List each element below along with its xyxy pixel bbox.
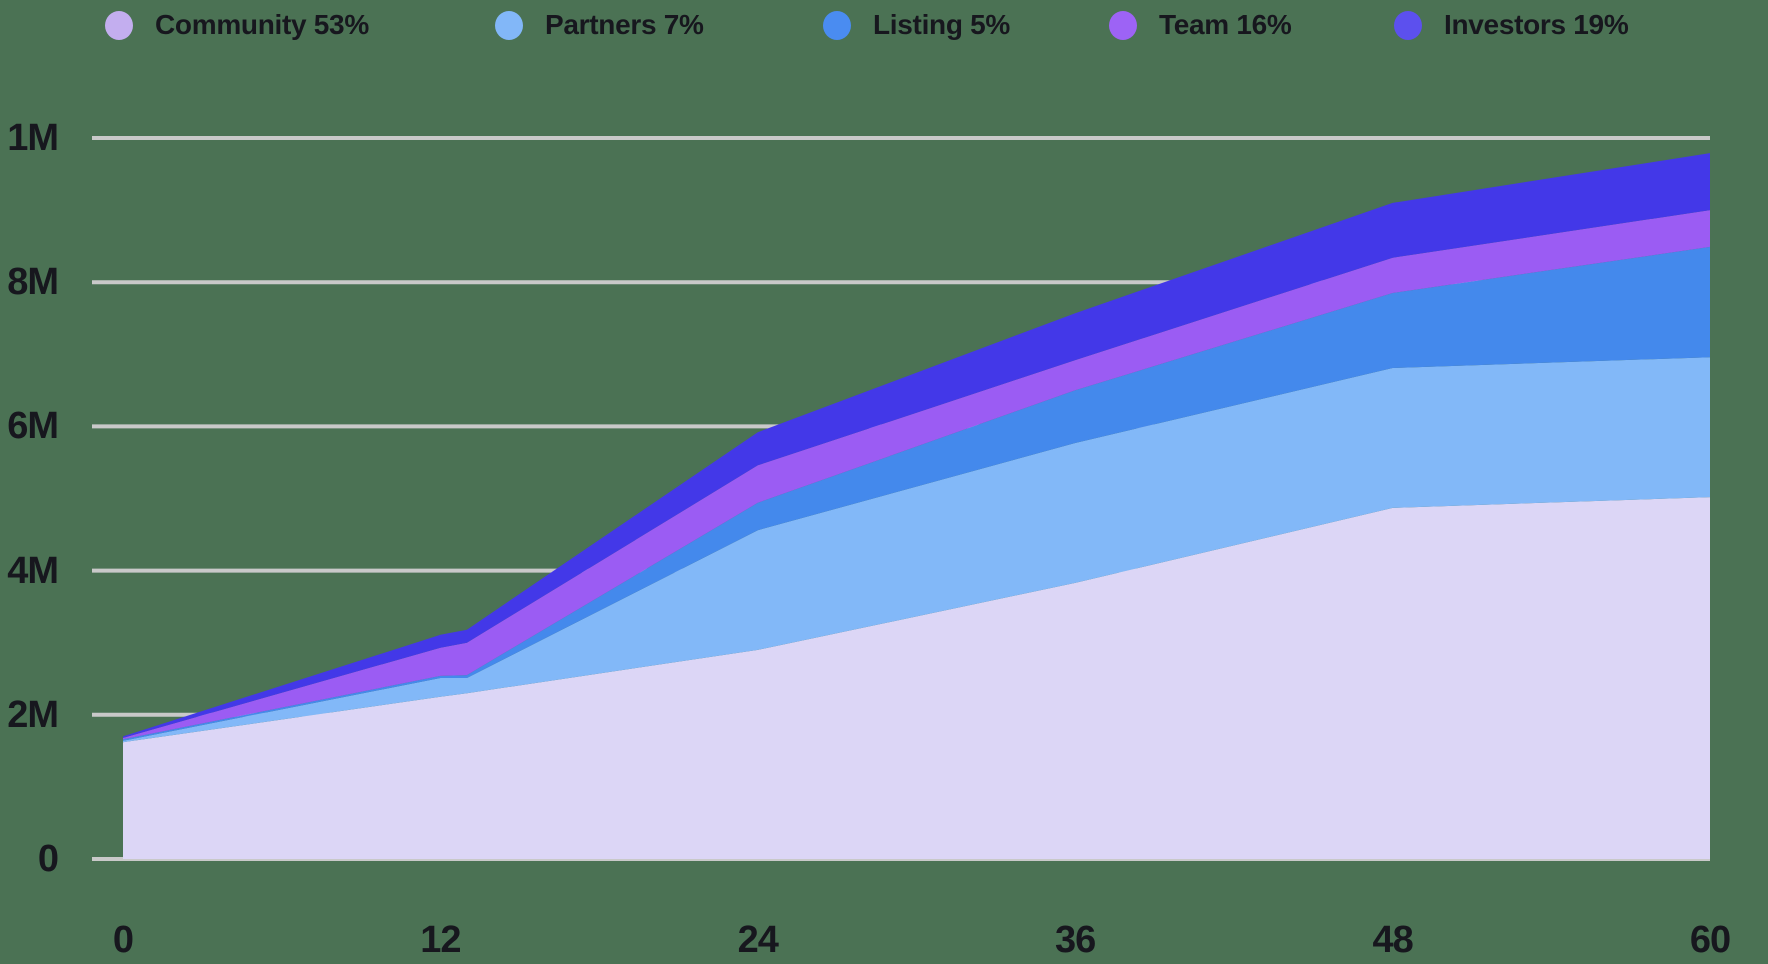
legend-dot-icon [823, 10, 851, 40]
legend-label: Partners 7% [545, 9, 704, 40]
legend-dot-icon [495, 10, 523, 40]
legend-item: Partners 7% [495, 4, 704, 46]
legend: Community 53% Partners 7% Listing 5% Team 1… [0, 4, 1768, 46]
legend-item: Community 53% [105, 4, 369, 46]
x-axis-label: 60 [1689, 919, 1731, 961]
legend-dot-icon [1109, 10, 1137, 40]
legend-item: Investors 19% [1394, 4, 1629, 46]
x-axis-label: 24 [737, 919, 779, 961]
y-axis-label: 2M [7, 693, 59, 736]
area-partners [123, 357, 1710, 743]
x-axis-label: 0 [112, 919, 134, 961]
legend-label: Investors 19% [1444, 9, 1629, 40]
y-axis-label: 8M [7, 261, 59, 304]
area-team [123, 210, 1710, 740]
area-listing [123, 246, 1710, 741]
x-axis-label: 12 [420, 919, 461, 961]
y-axis-label: 6M [7, 405, 59, 448]
x-axis-label: 36 [1055, 919, 1096, 961]
legend-label: Community 53% [155, 9, 369, 40]
y-axis-label: 1M [7, 117, 59, 159]
legend-label: Listing 5% [873, 9, 1011, 40]
x-axis-label: 48 [1372, 919, 1413, 961]
area-community [123, 497, 1710, 859]
legend-label: Team 16% [1159, 9, 1292, 40]
y-axis-label: 4M [7, 549, 59, 592]
legend-item: Team 16% [1109, 4, 1292, 46]
legend-item: Listing 5% [823, 4, 1010, 46]
area-investors [123, 153, 1710, 738]
legend-dot-icon [1394, 10, 1422, 40]
y-axis-label: 0 [37, 838, 59, 880]
legend-dot-icon [105, 10, 133, 40]
